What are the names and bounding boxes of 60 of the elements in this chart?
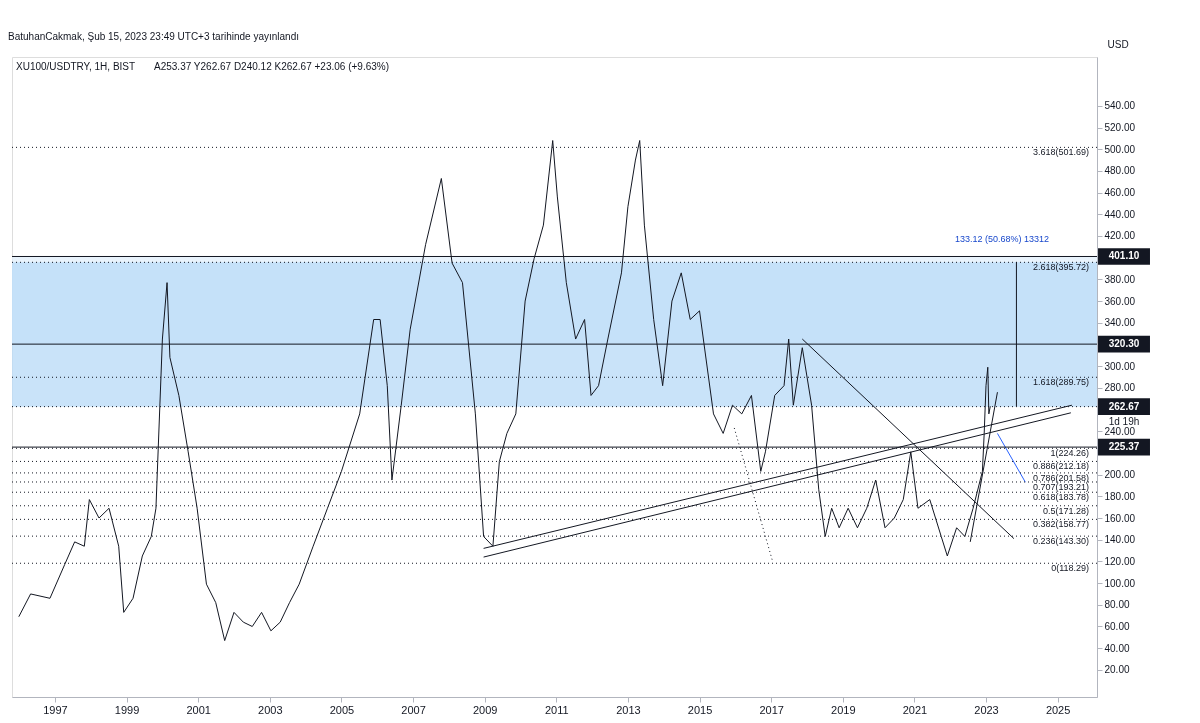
x-tick-label: 2009 <box>472 703 498 716</box>
y-tick-label: 100.00 <box>1104 577 1136 589</box>
y-tick-label: 120.00 <box>1104 555 1136 567</box>
y-tick-label: 20.00 <box>1104 664 1130 676</box>
x-tick-label: 2021 <box>902 703 928 716</box>
y-tick-label: 500.00 <box>1104 143 1136 155</box>
x-tick-label: 2023 <box>974 703 999 716</box>
ref-line-label: 225.37 <box>1108 441 1140 453</box>
y-tick-label: 340.00 <box>1104 317 1136 329</box>
x-tick-label: 2017 <box>759 703 784 716</box>
y-tick-label: 240.00 <box>1104 425 1136 437</box>
ref-line-label: 401.10 <box>1108 250 1140 262</box>
x-tick-label: 2019 <box>831 703 856 716</box>
ref-line-label: 0.786(201.58) <box>1032 472 1089 483</box>
ref-line-label: 0.886(212.18) <box>1032 461 1089 472</box>
y-tick-label: 440.00 <box>1104 208 1136 220</box>
x-tick-label: 2025 <box>1045 703 1071 716</box>
x-tick-label: 2003 <box>258 703 283 716</box>
y-tick-label: 480.00 <box>1104 165 1136 177</box>
y-tick-label: 60.00 <box>1104 620 1130 632</box>
y-tick-label: 160.00 <box>1104 512 1136 524</box>
y-tick-label: 140.00 <box>1104 534 1136 546</box>
ref-line-label: 1.618(289.75) <box>1032 377 1089 388</box>
ref-line-label: 2.618(395.72) <box>1032 262 1089 273</box>
y-tick-label: 280.00 <box>1104 382 1136 394</box>
ref-line-label: 262.67 <box>1108 400 1140 412</box>
ref-line-label: 1(224.26) <box>1050 448 1089 459</box>
y-tick-label: 520.00 <box>1104 122 1136 134</box>
ref-line-label: 0.382(158.77) <box>1032 519 1089 530</box>
ref-line-label: 0.236(143.30) <box>1032 536 1089 547</box>
y-tick-label: 80.00 <box>1104 599 1130 611</box>
y-tick-label: 360.00 <box>1104 295 1136 307</box>
x-tick-label: 2001 <box>186 703 211 716</box>
ref-line-label: 0.707(193.21) <box>1032 481 1089 492</box>
y-tick-label: 180.00 <box>1104 490 1136 502</box>
x-tick-label: 2011 <box>544 703 569 716</box>
x-tick-label: 2005 <box>329 703 355 716</box>
y-axis-title: USD <box>1107 38 1129 50</box>
text: BatuhanCakmak, Şub 15, 2023 23:49 UTC+3 tarihinde yayınlandı <box>8 31 300 42</box>
y-tick-label: 380.00 <box>1104 273 1136 285</box>
y-tick-label: 200.00 <box>1104 469 1136 481</box>
ref-line-label: 0.5(171.28) <box>1042 505 1089 516</box>
ref-line-label: 0.618(183.78) <box>1032 492 1089 503</box>
chart-subtitle: A253.37 Y262.67 D240.12 K262.67 +23.06 (+9.63%) <box>154 61 390 72</box>
x-tick-label: 1999 <box>114 703 140 716</box>
ref-line-label: 320.30 <box>1108 338 1140 350</box>
y-tick-label: 300.00 <box>1104 360 1136 372</box>
ref-line-label: 3.618(501.69) <box>1032 147 1089 158</box>
y-tick-label: 460.00 <box>1104 187 1136 199</box>
x-tick-label: 2013 <box>616 703 641 716</box>
x-tick-label: 2015 <box>687 703 713 716</box>
x-tick-label: 1997 <box>43 703 68 716</box>
y-tick-label: 40.00 <box>1104 642 1130 654</box>
y-tick-label: 540.00 <box>1104 100 1136 112</box>
text: 1d 19h <box>1108 415 1140 427</box>
x-tick-label: 2007 <box>401 703 426 716</box>
annotation: 133.12 (50.68%) 13312 <box>954 234 1050 244</box>
ref-line-label: 0(118.29) <box>1051 563 1089 574</box>
y-tick-label: 420.00 <box>1104 230 1136 242</box>
chart-title: XU100/USDTRY, 1H, BIST <box>16 61 136 72</box>
